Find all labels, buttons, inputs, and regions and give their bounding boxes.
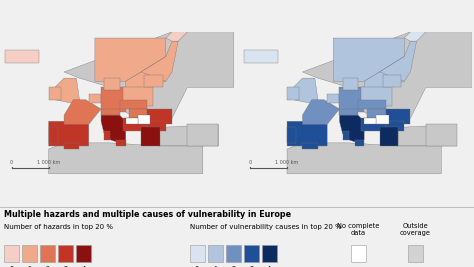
Polygon shape <box>333 38 404 81</box>
Bar <box>76 245 91 262</box>
Polygon shape <box>339 115 364 143</box>
Polygon shape <box>55 78 80 103</box>
Polygon shape <box>64 32 234 121</box>
Polygon shape <box>383 75 401 87</box>
Polygon shape <box>6 50 39 63</box>
Text: Multiple hazards and multiple causes of vulnerability in Europe: Multiple hazards and multiple causes of … <box>4 210 291 219</box>
Polygon shape <box>129 109 147 118</box>
Text: 4: 4 <box>267 266 271 267</box>
Polygon shape <box>355 140 364 146</box>
Bar <box>4 245 19 262</box>
Polygon shape <box>141 127 160 146</box>
Polygon shape <box>287 87 300 100</box>
Bar <box>58 245 73 262</box>
Text: 1: 1 <box>213 266 217 267</box>
Polygon shape <box>404 32 426 41</box>
Text: 0: 0 <box>195 266 199 267</box>
Polygon shape <box>141 41 178 81</box>
Polygon shape <box>287 143 441 174</box>
Polygon shape <box>339 109 358 115</box>
Polygon shape <box>367 109 386 118</box>
Polygon shape <box>358 100 386 109</box>
Text: No complete
data: No complete data <box>337 223 380 236</box>
Polygon shape <box>101 115 126 143</box>
Polygon shape <box>89 93 101 103</box>
Polygon shape <box>364 57 404 87</box>
Polygon shape <box>426 124 456 146</box>
Text: 0: 0 <box>248 160 252 166</box>
Text: 3: 3 <box>249 266 253 267</box>
Polygon shape <box>339 87 364 112</box>
Text: 4: 4 <box>82 266 85 267</box>
Polygon shape <box>327 93 339 103</box>
Polygon shape <box>287 121 327 146</box>
Polygon shape <box>119 100 147 109</box>
Bar <box>22 245 37 262</box>
Polygon shape <box>147 109 172 124</box>
Text: 1 000 km: 1 000 km <box>37 160 60 166</box>
Polygon shape <box>160 124 218 146</box>
Polygon shape <box>49 87 61 100</box>
Polygon shape <box>49 127 58 143</box>
Polygon shape <box>287 127 296 143</box>
Polygon shape <box>138 115 150 124</box>
Polygon shape <box>302 32 472 121</box>
Polygon shape <box>398 124 456 146</box>
Text: Number of vulnerability causes in top 20 %: Number of vulnerability causes in top 20… <box>190 224 341 230</box>
Text: 1 000 km: 1 000 km <box>275 160 299 166</box>
Polygon shape <box>123 87 154 106</box>
Polygon shape <box>104 78 119 91</box>
Polygon shape <box>123 118 147 131</box>
Polygon shape <box>380 127 398 146</box>
Polygon shape <box>49 121 89 146</box>
Polygon shape <box>104 131 110 140</box>
Polygon shape <box>386 121 404 131</box>
Polygon shape <box>187 124 218 146</box>
Polygon shape <box>101 109 119 115</box>
Text: Number of hazards in top 20 %: Number of hazards in top 20 % <box>4 224 113 230</box>
Polygon shape <box>147 121 166 131</box>
Text: 0: 0 <box>9 266 13 267</box>
Polygon shape <box>117 140 126 146</box>
Bar <box>244 245 259 262</box>
Text: 0: 0 <box>10 160 13 166</box>
Bar <box>208 245 223 262</box>
Polygon shape <box>293 78 318 103</box>
Polygon shape <box>343 131 349 140</box>
Text: 2: 2 <box>46 266 49 267</box>
Polygon shape <box>244 50 278 63</box>
Text: Outside
coverage: Outside coverage <box>400 223 431 236</box>
Polygon shape <box>64 143 80 149</box>
Bar <box>262 245 277 262</box>
Polygon shape <box>364 118 376 124</box>
Text: 2: 2 <box>231 266 235 267</box>
Text: 3: 3 <box>64 266 67 267</box>
Polygon shape <box>49 143 203 174</box>
Polygon shape <box>380 41 417 81</box>
Polygon shape <box>343 78 358 91</box>
Polygon shape <box>126 118 138 124</box>
Polygon shape <box>126 57 166 87</box>
Polygon shape <box>302 143 318 149</box>
Polygon shape <box>386 109 410 124</box>
Bar <box>351 245 366 262</box>
Bar <box>226 245 241 262</box>
Polygon shape <box>64 100 101 124</box>
Polygon shape <box>361 118 386 131</box>
Polygon shape <box>302 100 339 124</box>
Polygon shape <box>376 115 389 124</box>
Polygon shape <box>101 87 126 112</box>
Bar <box>190 245 205 262</box>
Polygon shape <box>166 32 187 41</box>
Polygon shape <box>144 75 163 87</box>
Bar <box>408 245 423 262</box>
Bar <box>40 245 55 262</box>
Polygon shape <box>95 38 166 81</box>
Polygon shape <box>361 87 392 106</box>
Text: 1: 1 <box>27 266 31 267</box>
